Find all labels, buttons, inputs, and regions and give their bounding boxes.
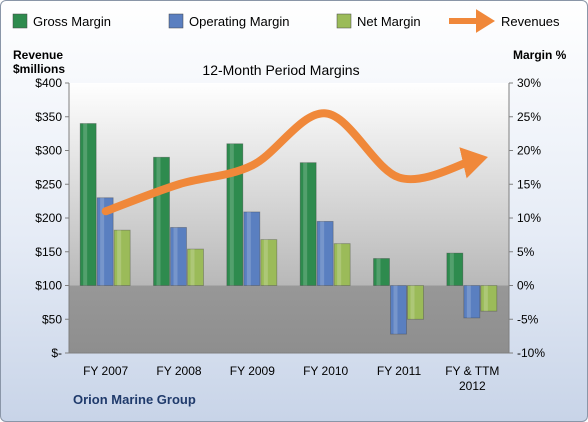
- left-tick-label: $200: [35, 211, 62, 225]
- bar-highlight: [246, 211, 251, 286]
- category-label: FY 2009: [230, 364, 275, 378]
- series-operating-margin: [96, 197, 481, 335]
- category-label: FY 2011: [377, 364, 422, 378]
- category-label: 2012: [459, 379, 486, 393]
- company-name: Orion Marine Group: [73, 392, 196, 407]
- right-tick-label: 20%: [517, 144, 541, 158]
- left-tick-label: $100: [35, 279, 62, 293]
- category-label: FY 2007: [83, 364, 128, 378]
- right-axis-ticks: -10% -5% 0% 5% 10% 15% 20% 25% 30%: [509, 76, 545, 360]
- bar: [153, 156, 170, 286]
- bar-highlight: [376, 258, 381, 286]
- left-tick-label: $250: [35, 177, 62, 191]
- bar-highlight: [449, 253, 454, 286]
- right-tick-label: 5%: [517, 245, 535, 259]
- bar: [373, 258, 390, 286]
- bar: [260, 239, 278, 286]
- right-tick-label: 25%: [517, 110, 541, 124]
- right-tick-label: -10%: [517, 346, 545, 360]
- legend-swatch: [336, 13, 352, 29]
- category-label: FY 2008: [156, 364, 201, 378]
- legend-label: Revenues: [501, 14, 560, 29]
- legend-label: Net Margin: [357, 14, 421, 29]
- bar-highlight: [303, 162, 308, 286]
- bar-highlight: [117, 230, 122, 286]
- left-tick-label: $50: [42, 312, 62, 326]
- bar-highlight: [483, 285, 488, 312]
- legend-label: Operating Margin: [189, 14, 289, 29]
- left-tick-label: $150: [35, 245, 62, 259]
- bar: [446, 252, 464, 286]
- bar: [407, 285, 424, 320]
- bar: [299, 162, 317, 286]
- bar-highlight: [263, 239, 268, 286]
- bar: [187, 248, 204, 286]
- bar: [170, 227, 187, 286]
- bar: [333, 243, 351, 286]
- bar-highlight: [466, 285, 471, 318]
- bar-highlight: [410, 285, 415, 320]
- plot-upper-band: [69, 83, 509, 286]
- bar: [316, 220, 334, 286]
- bar-highlight: [83, 123, 88, 286]
- bar: [113, 229, 131, 286]
- left-tick-label: $300: [35, 144, 62, 158]
- left-tick-label: $400: [35, 76, 62, 90]
- left-tick-label: $350: [35, 110, 62, 124]
- category-label: FY 2010: [303, 364, 348, 378]
- bar-highlight: [173, 227, 178, 286]
- bar-highlight: [320, 221, 325, 286]
- left-axis-ticks: $- $50 $100 $150 $200 $250 $300 $350 $400: [35, 76, 69, 360]
- bar-highlight: [393, 285, 398, 335]
- bar: [390, 285, 407, 335]
- legend-label: Gross Margin: [33, 14, 111, 29]
- bar-highlight: [156, 157, 161, 286]
- left-axis-label-line2: $millions: [13, 62, 65, 76]
- right-tick-label: 0%: [517, 279, 535, 293]
- right-tick-label: 15%: [517, 177, 541, 191]
- bar: [226, 143, 244, 286]
- plot-area: [68, 83, 510, 354]
- right-axis-label: Margin %: [513, 48, 567, 62]
- left-axis-label-line1: Revenue: [13, 48, 63, 62]
- bar-highlight: [229, 143, 234, 286]
- legend-swatch: [12, 13, 28, 29]
- category-label: FY & TTM: [445, 364, 499, 378]
- bar: [243, 211, 261, 286]
- bar-highlight: [337, 243, 342, 286]
- bar: [463, 285, 481, 319]
- right-tick-label: 10%: [517, 211, 541, 225]
- right-tick-label: 30%: [517, 76, 541, 90]
- bar-highlight: [100, 197, 105, 286]
- series-net-margin: [113, 229, 498, 320]
- revenues-line: [101, 109, 488, 216]
- bar: [79, 123, 97, 286]
- chart-title: 12-Month Period Margins: [202, 62, 359, 78]
- category-labels: FY 2007 FY 2008 FY 2009 FY 2010 FY 2011 FY & …: [83, 364, 499, 393]
- legend: Gross Margin Operating Margin Net Margin Re…: [12, 9, 560, 33]
- left-tick-label: $-: [51, 346, 62, 360]
- bar-highlight: [190, 249, 195, 286]
- bar: [96, 197, 114, 286]
- legend-swatch: [168, 13, 184, 29]
- right-tick-label: -5%: [517, 312, 539, 326]
- bar: [480, 285, 498, 312]
